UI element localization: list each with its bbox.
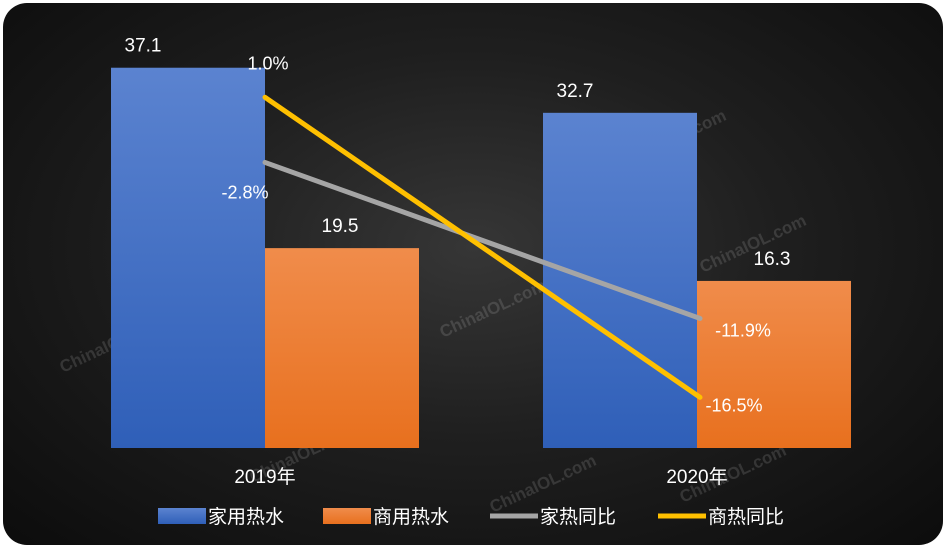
line-value-label: 1.0% <box>247 53 288 73</box>
chart-card: ChinaIOL.com ChinaIOL.com ChinaIOL.com Chin… <box>3 3 943 545</box>
legend-item: 家用热水 <box>158 506 284 528</box>
bar-value-label: 16.3 <box>754 249 791 270</box>
legend-item: 家热同比 <box>490 506 616 528</box>
legend-item: 商用热水 <box>323 506 449 528</box>
legend-label: 家用热水 <box>208 506 284 528</box>
legend-swatch <box>323 508 371 524</box>
chart: ChinaIOL.comChinaIOL.comChinaIOL.comChin… <box>57 36 851 528</box>
labels-layer: 37.1 19.5 32.7 16.3 -2.8% -11.9% 1.0% -16.5% <box>125 36 791 416</box>
bar-household-2 <box>543 112 697 448</box>
legend-label: 商用热水 <box>373 506 449 528</box>
watermark-text: ChinaIOL.com <box>437 276 549 342</box>
bar-household-1 <box>111 67 265 448</box>
category-ticks: 2019年 2020年 <box>234 466 727 488</box>
bar-commercial-1 <box>265 248 419 448</box>
bars-layer <box>111 67 851 448</box>
line-household-yoy <box>262 159 703 321</box>
lines-layer <box>262 94 703 400</box>
category-tick-label: 2019年 <box>234 466 295 488</box>
bar-value-label: 37.1 <box>125 36 162 57</box>
line-commercial-yoy <box>262 94 703 400</box>
category-tick-label: 2020年 <box>666 466 727 488</box>
legend-item: 商热同比 <box>658 506 784 528</box>
legend: 家用热水 商用热水 家热同比 商热同比 <box>158 506 784 528</box>
line-value-label: -11.9% <box>715 320 771 340</box>
bar-commercial-2 <box>697 280 851 448</box>
line-value-label: -16.5% <box>705 395 762 415</box>
legend-swatch <box>158 508 206 524</box>
bar-value-label: 19.5 <box>322 216 359 237</box>
legend-label: 商热同比 <box>708 506 784 528</box>
legend-label: 家热同比 <box>540 506 616 528</box>
line-value-label: -2.8% <box>221 182 268 202</box>
bar-value-label: 32.7 <box>557 81 594 102</box>
